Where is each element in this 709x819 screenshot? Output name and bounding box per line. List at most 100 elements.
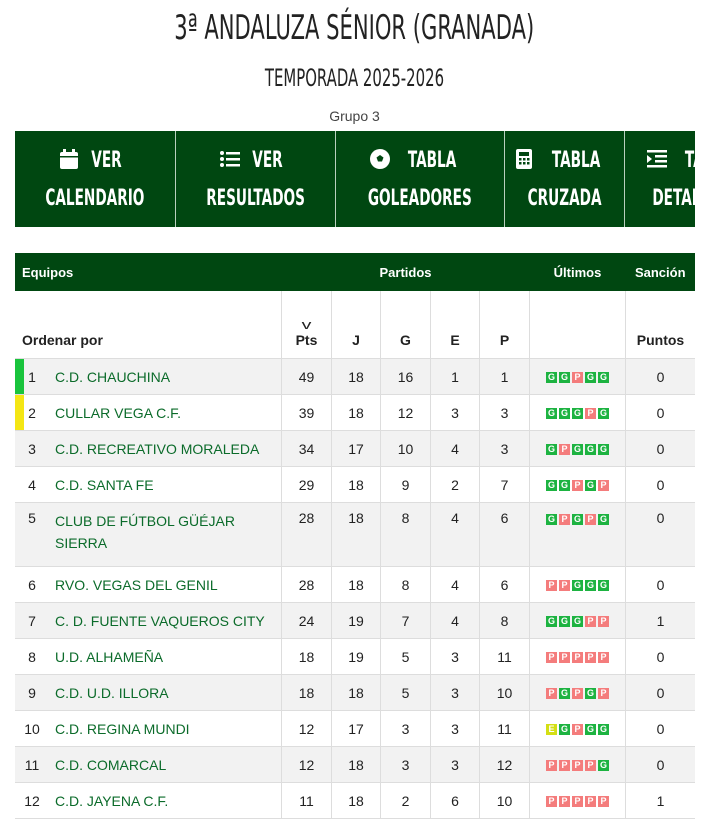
result-badge: E: [546, 724, 557, 736]
team-name[interactable]: C.D. JAYENA C.F.: [49, 782, 282, 819]
played: 17: [331, 430, 381, 467]
table-row[interactable]: 5 CLUB DE FÚTBOL GÜÉJAR SIERRA 28 18 8 4…: [15, 502, 695, 567]
played: 19: [331, 638, 381, 675]
result-badge: G: [546, 480, 557, 492]
result-badge: P: [559, 652, 570, 664]
team-name[interactable]: C.D. RECREATIVO MORALEDA: [49, 430, 282, 467]
won: 5: [380, 674, 431, 711]
chevron-down-icon: v: [301, 317, 312, 332]
won: 8: [380, 566, 431, 603]
sort-p[interactable]: P: [479, 291, 530, 359]
rank: 8: [15, 638, 49, 675]
team-name[interactable]: C.D. CHAUCHINA: [49, 358, 282, 395]
drawn: 6: [430, 782, 480, 819]
result-badge: G: [572, 616, 583, 628]
rank: 7: [15, 602, 49, 639]
drawn: 3: [430, 746, 480, 783]
table-row[interactable]: 7 C. D. FUENTE VAQUEROS CITY 24 19 7 4 8…: [15, 602, 695, 639]
sanction-points: 0: [625, 466, 695, 503]
nav-button-resultados[interactable]: VER RESULTADOS: [176, 131, 336, 227]
nav-button-detallada[interactable]: TABLA DETALLADA: [625, 131, 709, 227]
result-badge: P: [572, 688, 583, 700]
played: 18: [331, 746, 381, 783]
drawn: 4: [430, 602, 480, 639]
sort-e[interactable]: E: [430, 291, 480, 359]
points: 28: [281, 502, 332, 567]
played: 18: [331, 674, 381, 711]
lost: 6: [479, 566, 530, 603]
result-badge: G: [598, 580, 609, 592]
result-badge: G: [572, 580, 583, 592]
sanction-points: 0: [625, 674, 695, 711]
rank: 12: [15, 782, 49, 819]
rank: 4: [15, 466, 49, 503]
nav-button-cruzada[interactable]: TABLA CRUZADA: [505, 131, 625, 227]
team-name[interactable]: U.D. ALHAMEÑA: [49, 638, 282, 675]
result-badge: P: [546, 760, 557, 772]
result-badge: G: [572, 513, 583, 525]
sort-j[interactable]: J: [331, 291, 381, 359]
points: 28: [281, 566, 332, 603]
team-name[interactable]: CLUB DE FÚTBOL GÜÉJAR SIERRA: [49, 502, 282, 567]
result-badge: P: [598, 480, 609, 492]
result-badge: G: [598, 513, 609, 525]
position-marker: [15, 395, 24, 430]
result-badge: P: [585, 796, 596, 808]
result-badge: G: [585, 724, 596, 736]
nav-button-calendario[interactable]: VER CALENDARIO: [15, 131, 176, 227]
team-name[interactable]: C.D. COMARCAL: [49, 746, 282, 783]
played: 18: [331, 502, 381, 567]
teams-header: Equipos: [15, 253, 282, 291]
sort-pts[interactable]: v Pts: [281, 291, 332, 359]
page-title: 3ª ANDALUZA SÉNIOR (GRANADA): [174, 8, 535, 48]
drawn: 1: [430, 358, 480, 395]
won: 3: [380, 710, 431, 747]
result-badge: G: [585, 444, 596, 456]
result-badge: P: [572, 372, 583, 384]
nav-button-goleadores[interactable]: TABLA GOLEADORES: [336, 131, 505, 227]
team-name[interactable]: C.D. REGINA MUNDI: [49, 710, 282, 747]
team-name[interactable]: C.D. SANTA FE: [49, 466, 282, 503]
table-row[interactable]: 3 C.D. RECREATIVO MORALEDA 34 17 10 4 3 …: [15, 430, 695, 467]
team-name[interactable]: RVO. VEGAS DEL GENIL: [49, 566, 282, 603]
drawn: 2: [430, 466, 480, 503]
sort-g[interactable]: G: [380, 291, 431, 359]
result-badge: G: [572, 408, 583, 420]
won: 12: [380, 394, 431, 431]
result-badge: P: [559, 796, 570, 808]
group-header-row: Equipos Partidos Últimos Sanción: [15, 253, 695, 291]
result-badge: G: [546, 408, 557, 420]
team-name[interactable]: C.D. U.D. ILLORA: [49, 674, 282, 711]
result-badge: G: [572, 444, 583, 456]
rank: 10: [15, 710, 49, 747]
result-badge: G: [559, 372, 570, 384]
team-name[interactable]: CULLAR VEGA C.F.: [49, 394, 282, 431]
result-badge: G: [559, 408, 570, 420]
last-subheader: [529, 291, 626, 359]
sort-label: Ordenar por: [15, 291, 282, 359]
sanction-points: 0: [625, 358, 695, 395]
played: 18: [331, 466, 381, 503]
result-badge: G: [598, 724, 609, 736]
won: 16: [380, 358, 431, 395]
result-badge: G: [598, 444, 609, 456]
result-badge: P: [585, 616, 596, 628]
team-name[interactable]: C. D. FUENTE VAQUEROS CITY: [49, 602, 282, 639]
result-badge: P: [546, 652, 557, 664]
result-badge: P: [546, 580, 557, 592]
